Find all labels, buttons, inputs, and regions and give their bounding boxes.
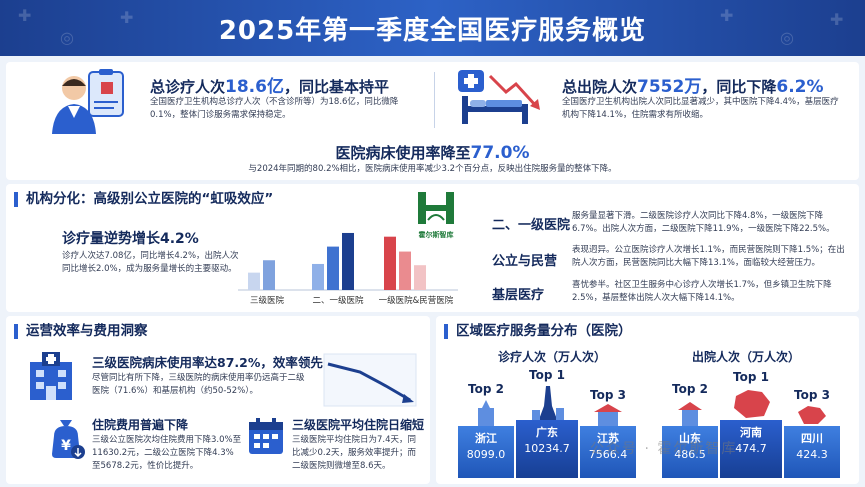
landmark-icon-jiangsu [592,404,624,426]
section-efficiency-panel: 运营效率与费用洞察 三级医院病床使用率达87.2%，效率领先 尽管同比有所下降，… [6,316,430,484]
tile-jiangsu-value: 7566.4 [588,448,628,461]
kpi-right-desc: 全国医疗卫生机构出院人次同比显著减少，其中医院下降4.4%，基层医疗机构下降14… [562,97,839,120]
decline-line-icon [320,350,420,410]
b1-desc: 尽管同比有所下降，三级医院的病床使用率仍远高于二级医院（71.6%）和基层机构（… [92,373,305,396]
row-text-primary-care: 喜忧参半。社区卫生服务中心诊疗人次增长1.7%，但乡镇卫生院下降2.5%，基层整… [572,280,832,303]
growth-highlight-title: 诊疗量逆势增长4.2% [62,231,199,247]
tile-zhejiang-value: 8099.0 [466,448,506,461]
map-icon-sichuan [796,406,828,426]
tile-shandong-name: 山东 [679,432,701,445]
hospital-building-icon [20,348,82,402]
tile-shandong-value: 486.5 [674,448,706,461]
svg-text:¥: ¥ [61,438,71,454]
kpi-left-desc: 全国医疗卫生机构总诊疗人次（不含诊所等）为18.6亿，同比微降0.1%，整体门诊… [150,97,399,120]
bar-label-0: 三级医院 [249,296,284,306]
bar-1-0 [312,263,324,290]
b1-title: 三级医院病床使用率达87.2%，效率领先 [92,355,323,370]
row-label-secondary: 二、一级医院 [492,218,571,233]
doctor-clipboard-icon [44,68,134,138]
landmark-icon-guangdong [528,386,568,422]
regional-left-title: 诊疗人次（万人次） [498,350,607,364]
watermark: 公众号 · 霍尔斯智库 [590,441,738,457]
page-title: 2025年第一季度全国医疗服务概览 [218,16,647,46]
title-banner: ✚ ◎ ✚ ✚ ◎ ✚ 2025年第一季度全国医疗服务概览 [0,0,865,56]
kpi-panel: 总诊疗人次18.6亿，同比基本持平 全国医疗卫生机构总诊疗人次（不含诊所等）为1… [6,62,859,180]
kpi-right-title: 总出院人次7552万，同比下降6.2% [562,77,824,97]
tile-sichuan-value: 424.3 [796,448,828,461]
tile-zhejiang-name: 浙江 [475,432,497,445]
section-institution-title: 机构分化：高级别公立医院的“虹吸效应” [14,192,273,207]
row-label-public-private: 公立与民营 [492,254,558,269]
b2-desc: 三级公立医院次均住院费用下降3.0%至11630.2元，二级公立医院下降4.3%… [92,435,242,471]
tile-shandong: 山东 486.5 [662,426,718,478]
row-text-secondary: 服务量显著下滑。二级医院诊疗人次同比下降4.8%，一级医院下降6.7%。出院人次… [572,211,835,234]
logo-text: 霍尔斯智库 [418,231,454,239]
map-icon-henan [732,388,772,420]
right-rank-1: Top 1 [733,370,769,384]
tile-sichuan-name: 四川 [801,432,823,445]
bar-0-1 [263,260,275,290]
think-tank-logo: 霍尔斯智库 [414,190,458,239]
bar-1-2 [342,232,354,290]
right-rank-2: Top 2 [672,382,708,396]
tile-guangdong-value: 10234.7 [524,442,570,455]
section-regional-panel: 区域医疗服务量分布（医院） 诊疗人次（万人次） 出院人次（万人次） Top 2 … [436,316,859,484]
b2-title: 住院费用普遍下降 [92,418,189,432]
regional-right-title: 出院人次（万人次） [692,350,801,364]
left-rank-3: Top 3 [590,388,626,402]
bar-1-1 [327,246,339,290]
left-rank-2: Top 2 [468,382,504,396]
bar-2-2 [414,265,426,290]
tile-zhejiang: 浙江 8099.0 [458,426,514,478]
bar-2-1 [399,251,411,290]
b3-title: 三级医院平均住院日缩短 [292,418,425,432]
hospital-bed-decline-icon [454,66,554,136]
left-rank-1: Top 1 [529,368,565,382]
bar-label-2: 一级医院&民营医院 [378,296,454,306]
tile-henan-name: 河南 [740,426,762,439]
kpi-divider [434,72,435,128]
bar-2-0 [384,236,396,290]
bar-0-0 [248,272,260,290]
right-rank-3: Top 3 [794,388,830,402]
bed-rate-desc: 与2024年同期的80.2%相比，医院病床使用率减少3.2个百分点，反映出住院服… [248,164,617,174]
tile-jiangsu-name: 江苏 [597,432,619,445]
section-efficiency-title: 运营效率与费用洞察 [14,324,148,339]
tile-jiangsu: 江苏 7566.4 [580,426,636,478]
yuan-money-bag-icon: ¥ [46,416,86,460]
bar-label-1: 二、一级医院 [312,296,364,306]
institution-bar-chart [238,232,458,291]
bed-rate-title: 医院病床使用率降至77.0% [335,143,530,163]
tile-sichuan: 四川 424.3 [784,426,840,478]
section-institution-panel: 机构分化：高级别公立医院的“虹吸效应” 诊疗量逆势增长4.2% 诊疗人次达7.0… [6,184,859,312]
kpi-left-title: 总诊疗人次18.6亿，同比基本持平 [150,77,389,97]
landmark-icon-zhejiang [470,400,502,426]
row-label-primary-care: 基层医疗 [492,288,545,303]
calendar-icon [246,416,286,456]
b3-desc: 三级医院平均住院日为7.4天，同比减少0.2天，服务效率提升；而二级医院则微增至… [292,435,417,471]
tile-guangdong-name: 广东 [536,426,558,439]
growth-highlight-desc: 诊疗人次达7.08亿，同比增长4.2%，出院人次同比增长2.0%，成为服务量增长… [62,251,239,274]
row-text-public-private: 表现迥异。公立医院诊疗人次增长1.1%，而民营医院则下降1.5%；在出院人次方面… [572,245,845,268]
landmark-icon-shandong [674,400,706,426]
tile-henan-value: 474.7 [735,442,767,455]
section-regional-title: 区域医疗服务量分布（医院） [444,324,632,339]
tile-guangdong: 广东 10234.7 [516,420,578,478]
tile-henan: 河南 474.7 [720,420,782,478]
